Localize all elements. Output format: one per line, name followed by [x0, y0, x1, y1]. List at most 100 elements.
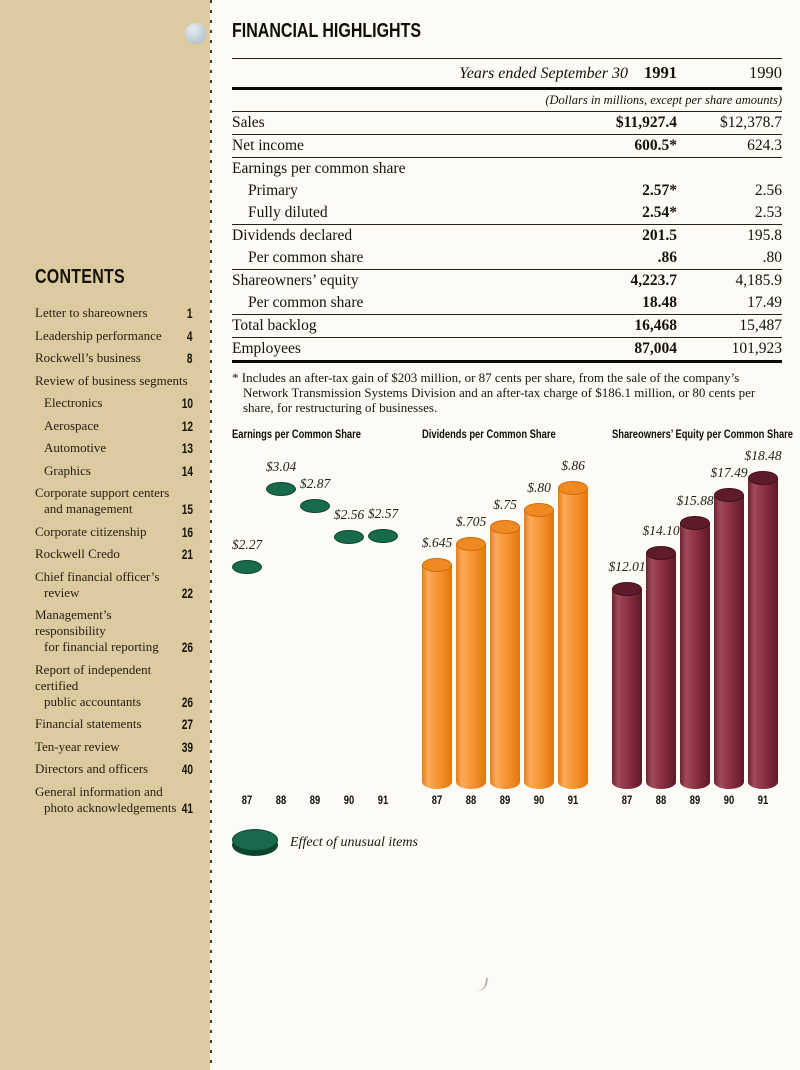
chart-shareowners-equity-per-common-share: Shareowners’ Equity per Common Share $12.… [608, 427, 793, 808]
x-tick-label: 88 [275, 793, 287, 807]
value-1990: $12,378.7 [720, 114, 782, 131]
contents-item: Letter to shareowners 1 [35, 305, 193, 321]
bar-top-ellipse [558, 481, 588, 495]
table-row: Per common share 18.48 17.49 [232, 292, 782, 315]
contents-item-label: Corporate citizenship [35, 523, 147, 539]
contents-item-label: Aerospace [44, 417, 99, 433]
row-label: Net income [232, 137, 304, 154]
bar-top-ellipse [422, 558, 452, 572]
contents-list: Letter to shareowners 1 Leadership perform… [35, 305, 193, 816]
value-1991: 4,223.7 [630, 272, 678, 289]
contents-item-page-number: 4 [187, 328, 193, 344]
bar-value-label: $2.56 [333, 507, 365, 522]
contents-item-page-number: 1 [187, 306, 193, 321]
value-1990: 4,185.9 [735, 272, 783, 289]
bar-value-label: $18.48 [744, 448, 782, 463]
main-content: FINANCIAL HIGHLIGHTS Years ended Septemb… [232, 0, 793, 856]
value-1990: 15,487 [739, 317, 782, 334]
contents-item-label: Rockwell’s business [35, 350, 141, 365]
chart-dividends-per-common-share: Dividends per Common Share $.645 $.705 $.75… [422, 427, 592, 808]
bar-value-label: $.645 [421, 535, 453, 550]
contents-item-page-number: 22 [181, 585, 193, 601]
x-tick-label: 89 [499, 793, 511, 807]
value-1991: .86 [657, 249, 677, 266]
bar-body [714, 495, 744, 789]
bar-body [524, 510, 554, 789]
row-label: Dividends declared [232, 227, 353, 244]
unusual-items-stripes [264, 489, 298, 572]
bar-body [680, 523, 710, 789]
bar-value-label: $.80 [527, 480, 551, 495]
bar-top-ellipse [334, 530, 364, 544]
financial-table: Years ended September 30 1991 1990 (Doll… [232, 58, 782, 363]
value-1990 [677, 160, 782, 177]
contents-item-page-number: 26 [181, 694, 193, 710]
value-1990: 195.8 [747, 227, 782, 244]
contents-item-label: Financial statements [35, 716, 142, 731]
value-1991: 2.57* [642, 182, 677, 199]
bar-90 [334, 530, 364, 789]
x-tick-label: 90 [343, 793, 355, 807]
contents-item: Ten-year review 39 [35, 739, 193, 755]
bar-top-ellipse [714, 488, 744, 502]
table-row: Primary 2.57* 2.56 [232, 180, 782, 202]
bar-value-label: $3.04 [265, 459, 297, 474]
bar-87 [612, 582, 642, 789]
bar-top-ellipse [232, 560, 262, 574]
bar-top-ellipse [368, 529, 398, 543]
chart-plot: $.645 $.705 $.75 $.80 $.86 [422, 445, 592, 789]
table-body: Sales $11,927.4 $12,378.7 Net income 600.5* 6… [232, 112, 782, 363]
contents-item: Graphics 14 [35, 463, 193, 479]
bar-value-label: $.705 [455, 514, 487, 529]
table-row: Employees 87,004 101,923 [232, 338, 782, 363]
bar-value-label: $.86 [561, 458, 585, 473]
unusual-items-disc-icon [232, 829, 278, 856]
chart-title: Earnings per Common Share [232, 427, 361, 441]
contents-item-label: Graphics [44, 462, 91, 478]
bar-88 [266, 482, 296, 789]
x-tick-label: 88 [655, 793, 667, 807]
contents-item-label: Directors and officers [35, 761, 149, 776]
value-1990: 2.53 [754, 204, 782, 221]
bar-value-label: $2.57 [367, 506, 399, 521]
bar-91 [368, 529, 398, 789]
contents-item-page-number: 21 [181, 547, 193, 562]
contents-item: Electronics 10 [35, 395, 193, 411]
table-row: Total backlog 16,468 15,487 [232, 315, 782, 338]
dotted-separator [210, 0, 212, 1070]
bar-value-label: $15.88 [676, 493, 714, 508]
value-1991: 16,468 [634, 317, 677, 334]
table-col-1990: 1990 [749, 63, 782, 82]
bar-value-label: $.75 [493, 497, 517, 512]
contents-item-page-number: 13 [181, 441, 193, 456]
contents-item-page-number: 26 [181, 640, 193, 655]
bar-body [490, 527, 520, 789]
x-tick-label: 87 [431, 793, 443, 807]
contents-item-label: Management’s responsibility for financial… [35, 607, 159, 654]
bar-91 [558, 481, 588, 789]
bar-88 [456, 537, 486, 789]
bar-87 [232, 560, 262, 789]
contents-item-page-number: 14 [181, 463, 193, 479]
bar-89 [490, 520, 520, 789]
x-tick-label: 88 [465, 793, 477, 807]
x-axis: 87 88 89 90 91 [422, 793, 592, 808]
contents-item-page-number: 27 [181, 717, 193, 732]
row-label: Fully diluted [248, 204, 328, 221]
x-tick-label: 90 [723, 793, 735, 807]
bar-87 [422, 558, 452, 789]
value-1991: $11,927.4 [615, 114, 677, 131]
table-row: Earnings per common share [232, 158, 782, 180]
x-tick-label: 87 [241, 793, 253, 807]
contents-item-page-number: 39 [181, 739, 193, 755]
bar-top-ellipse [490, 520, 520, 534]
table-row: Fully diluted 2.54* 2.53 [232, 202, 782, 225]
contents-item: Aerospace 12 [35, 418, 193, 434]
contents-item: Chief financial officer’s review 22 [35, 569, 193, 601]
bar-body [422, 565, 452, 789]
contents-item-label: Ten-year review [35, 738, 120, 754]
legend: Effect of unusual items [232, 829, 782, 856]
x-tick-label: 91 [757, 793, 769, 807]
contents-item: Rockwell’s business 8 [35, 350, 193, 366]
value-1991: 2.54* [642, 204, 677, 221]
